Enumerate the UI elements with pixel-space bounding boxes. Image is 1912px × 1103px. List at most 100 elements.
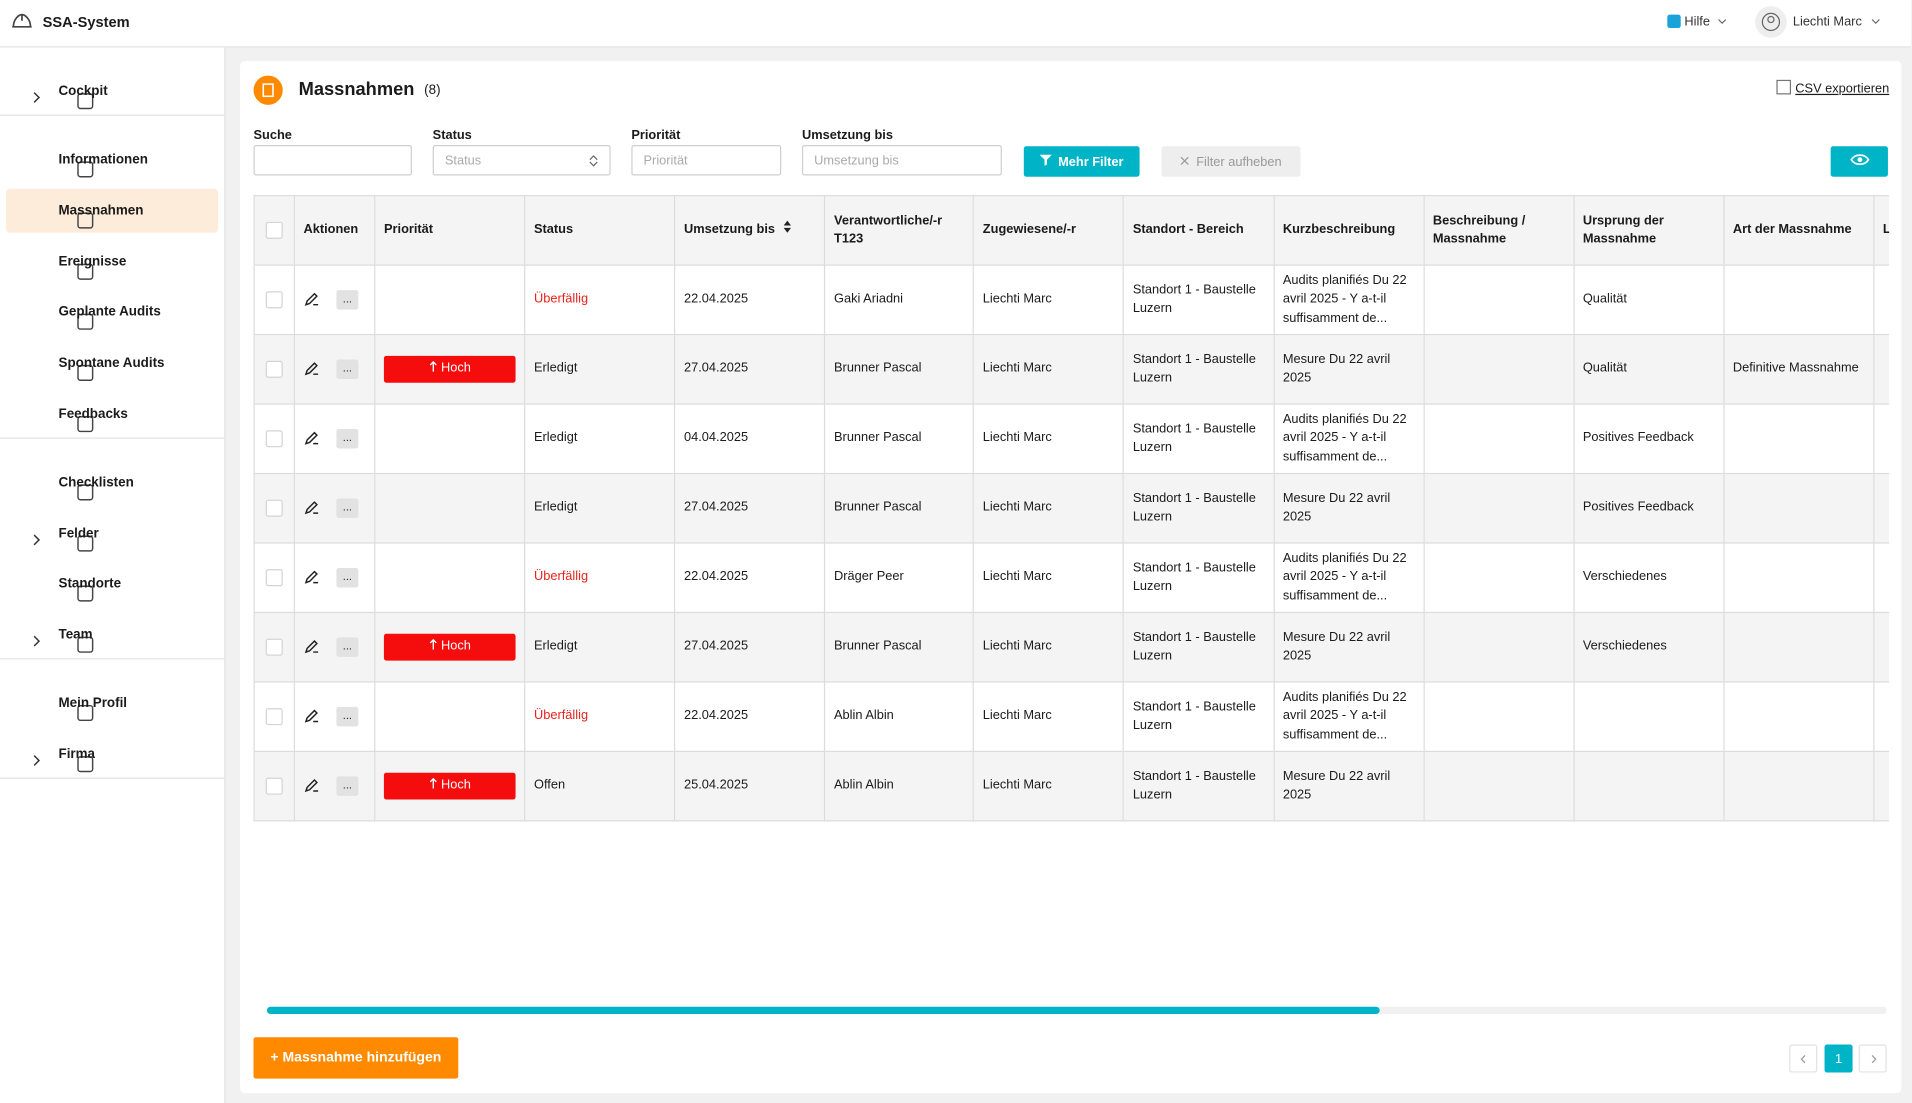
more-button[interactable]: ... <box>336 706 359 727</box>
column-visibility-button[interactable] <box>1830 146 1888 177</box>
filter-input[interactable] <box>253 145 412 176</box>
overflow-cell <box>1873 750 1890 822</box>
column-header[interactable]: Umsetzung bis <box>674 195 826 266</box>
location-cell: Standort 1 - Baustelle Luzern <box>1123 542 1275 614</box>
table-row: ... Erledigt 27.04.2025 Brunner Pascal Liech… <box>253 472 1890 544</box>
nav-label: Informationen <box>58 152 148 167</box>
kind-cell <box>1723 264 1875 336</box>
column-title: Verantwortliche/-r T123 <box>834 212 943 247</box>
filter-icon <box>1039 154 1053 170</box>
filter-input[interactable]: Status <box>432 145 611 176</box>
origin: Positives Feedback <box>1582 500 1694 515</box>
checkbox[interactable] <box>265 291 283 309</box>
csv-icon <box>1776 79 1792 95</box>
checkbox[interactable] <box>265 360 283 378</box>
responsible-cell: Ablin Albin <box>824 681 975 752</box>
description-cell <box>1423 542 1575 614</box>
status-cell: Erledigt <box>524 472 676 544</box>
csv-export[interactable]: CSV exportieren <box>1795 81 1890 97</box>
more-button[interactable]: ... <box>336 637 359 657</box>
filter-input[interactable]: Priorität <box>631 145 782 176</box>
assigned: Liechti Marc <box>982 569 1052 585</box>
kind: Definitive Massnahme <box>1732 361 1859 376</box>
priority-cell: Hoch <box>374 750 526 822</box>
table-row: ... Überfällig 22.04.2025 Ablin Albin Liecht… <box>253 681 1890 752</box>
clear-filter-button[interactable]: Filter aufheben <box>1161 146 1301 177</box>
checkbox[interactable] <box>265 499 283 517</box>
more-button[interactable]: ... <box>336 776 359 796</box>
edit-icon[interactable] <box>304 431 320 446</box>
location: Standort 1 - Baustelle Luzern <box>1132 629 1256 664</box>
edit-icon[interactable] <box>304 570 320 585</box>
more-button[interactable]: ... <box>336 498 359 518</box>
user-name[interactable]: Liechti Marc <box>1792 14 1862 30</box>
description-cell <box>1423 750 1575 822</box>
actions-cell: ... <box>293 681 376 752</box>
checkbox[interactable] <box>265 777 283 795</box>
edit-icon[interactable] <box>304 500 320 515</box>
origin: Positives Feedback <box>1582 430 1694 446</box>
nav-item[interactable]: Massnahmen <box>6 188 219 233</box>
edit-icon[interactable] <box>304 292 320 307</box>
overflow-cell <box>1873 264 1890 336</box>
current-page[interactable]: 1 <box>1824 1044 1853 1073</box>
checkbox[interactable] <box>265 430 283 448</box>
column-header: Verantwortliche/-r T123 <box>824 195 975 266</box>
nav-item[interactable]: Team <box>6 613 218 657</box>
nav-item[interactable]: Informationen <box>6 138 218 182</box>
responsible: Ablin Albin <box>834 708 894 724</box>
checkbox[interactable] <box>265 638 283 656</box>
nav-item[interactable]: Geplante Audits <box>6 290 218 334</box>
checkbox[interactable] <box>265 221 283 239</box>
help-link[interactable]: Hilfe <box>1684 14 1710 30</box>
filter-input[interactable]: Umsetzung bis <box>801 145 1002 176</box>
more-filter-button[interactable]: Mehr Filter <box>1023 146 1140 177</box>
nav-item[interactable]: Firma <box>6 732 218 776</box>
edit-icon[interactable] <box>304 778 320 793</box>
more-button[interactable]: ... <box>336 289 359 310</box>
nav-item[interactable]: Felder <box>6 512 218 556</box>
nav-item[interactable]: Feedbacks <box>6 392 218 436</box>
column-title: Priorität <box>383 222 434 237</box>
origin-cell: Positives Feedback <box>1573 472 1725 544</box>
column-title: Aktionen <box>303 222 359 237</box>
scrollbar-thumb[interactable] <box>266 1006 1380 1015</box>
origin: Verschiedenes <box>1582 569 1667 585</box>
actions-cell: ... <box>293 333 376 405</box>
more-button[interactable]: ... <box>336 567 359 588</box>
responsible: Brunner Pascal <box>834 638 922 654</box>
kind-cell <box>1723 750 1875 822</box>
column-header: Art der Massnahme <box>1723 195 1875 266</box>
next-page[interactable] <box>1858 1044 1887 1073</box>
nav-item[interactable]: Standorte <box>6 562 218 606</box>
checkbox[interactable] <box>265 569 283 587</box>
actions-cell: ... <box>293 611 376 683</box>
status-cell: Erledigt <box>524 333 676 405</box>
checkbox[interactable] <box>265 708 283 726</box>
table-row: ... Erledigt 04.04.2025 Brunner Pascal Liech… <box>253 403 1890 475</box>
edit-icon[interactable] <box>304 362 320 377</box>
more-button[interactable]: ... <box>336 428 359 449</box>
user-avatar[interactable] <box>1755 6 1787 38</box>
column-title: Standort - Bereich <box>1132 222 1244 237</box>
column-header: Aktionen <box>293 195 376 266</box>
column-title: Kurzbeschreibung <box>1282 222 1396 237</box>
nav-item[interactable]: Cockpit <box>6 69 218 113</box>
table-row: ... Überfällig 22.04.2025 Gaki Ariadni Liech… <box>253 264 1890 336</box>
origin-cell <box>1573 750 1725 822</box>
nav-item[interactable]: Checklisten <box>6 461 218 505</box>
description-cell <box>1423 333 1575 405</box>
nav-item[interactable]: Ereignisse <box>6 240 218 284</box>
short-cell: Audits planifiés Du 22 avril 2025 - Y a-… <box>1273 542 1425 614</box>
short-cell: Audits planifiés Du 22 avril 2025 - Y a-… <box>1273 403 1425 475</box>
more-button[interactable]: ... <box>336 359 359 379</box>
nav-item[interactable]: Mein Profil <box>6 681 218 725</box>
edit-icon[interactable] <box>304 639 320 654</box>
edit-icon[interactable] <box>304 709 320 724</box>
description-cell <box>1423 472 1575 544</box>
column-header: Standort - Bereich <box>1123 195 1275 266</box>
add-button[interactable]: + Massnahme hinzufügen <box>253 1037 459 1079</box>
select-cell <box>253 611 295 683</box>
prev-page[interactable] <box>1789 1044 1818 1073</box>
nav-item[interactable]: Spontane Audits <box>6 341 218 385</box>
